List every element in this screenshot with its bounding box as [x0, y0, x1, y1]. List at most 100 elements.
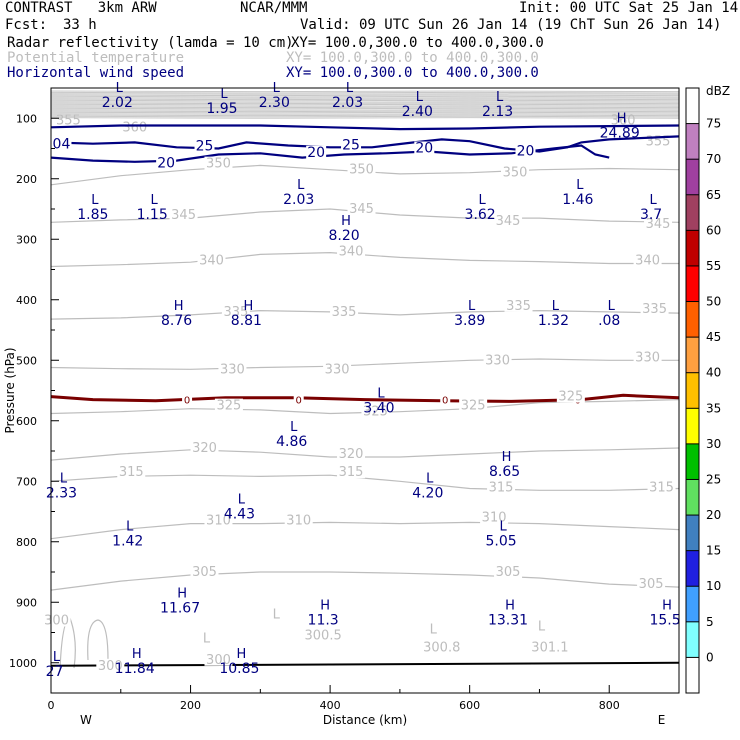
extrema-L: L — [60, 471, 68, 486]
colorbar-swatch — [686, 265, 699, 302]
extrema-value: 24.89 — [600, 125, 640, 141]
colorbar-label: 5 — [706, 615, 714, 629]
theta-band-line — [50, 117, 680, 119]
colorbar-label: 15 — [706, 544, 721, 558]
theta-label: 330 — [325, 362, 350, 377]
theta-label-bg — [218, 362, 247, 376]
extrema-value: .08 — [598, 313, 620, 329]
surface-contour — [50, 661, 680, 667]
x-axis-label: Distance (km) — [323, 713, 407, 727]
theta-label: 315 — [489, 480, 514, 495]
extrema-L: L — [346, 81, 354, 96]
extrema-L: L — [608, 299, 616, 314]
colorbar-swatch — [686, 337, 699, 373]
wind-contour-label: 20 — [415, 141, 433, 157]
theta-label: 335 — [223, 305, 248, 320]
wind-contour-label: 20 — [517, 144, 535, 160]
extrema-H: H — [505, 598, 515, 613]
extrema-value: 8.76 — [161, 313, 192, 329]
extrema-value: 13.31 — [488, 612, 528, 628]
x-tick-label: 0 — [48, 699, 55, 712]
colorbar-label: 70 — [706, 152, 721, 166]
theta-band-label: 355 — [56, 113, 81, 128]
theta-label-bg — [633, 253, 662, 267]
theta-label-bg — [427, 640, 456, 654]
colorbar-swatch — [686, 408, 699, 444]
theta-label: 325 — [363, 405, 388, 420]
extrema-value: 1.32 — [538, 313, 569, 329]
colorbar-frame — [685, 87, 700, 694]
extrema-L: L — [538, 620, 546, 635]
theta-label-bg — [633, 350, 662, 364]
wind-label-bg — [156, 156, 177, 170]
extrema-L: L — [220, 87, 228, 102]
theta-band-line — [50, 110, 680, 113]
theta-label-bg — [330, 304, 359, 318]
colorbar-swatch — [686, 301, 699, 338]
colorbar-swatch — [686, 159, 699, 195]
theta-label: 305 — [192, 565, 217, 580]
contour-labels: 350 350 350 345 345 345 345 340 340 340 335 335 335 3… — [42, 136, 676, 674]
wind-contour-label: 20 — [157, 156, 175, 172]
theta-band-label: 360 — [122, 121, 147, 136]
theta-band-line — [50, 109, 680, 111]
init-time: Init: 00 UTC Sat 25 Jan 14 — [519, 0, 739, 16]
extrema-H: H — [662, 598, 672, 613]
theta-band-line — [50, 103, 680, 106]
theta-label: 345 — [171, 208, 196, 223]
west-label: W — [80, 713, 92, 727]
theta-label: 310 — [206, 514, 231, 529]
extrema-value: 3.89 — [454, 313, 485, 329]
theta-label-bg — [347, 162, 376, 176]
theta-label-bg — [483, 353, 512, 367]
theta-label: 335 — [506, 299, 531, 314]
theta-label-bg — [640, 301, 669, 315]
y-tick-label: 800 — [16, 536, 37, 549]
theta-label-bg — [337, 244, 366, 258]
extrema-L: L — [273, 607, 281, 622]
extrema-value: 1.95 — [206, 101, 237, 117]
theta-band-line — [50, 93, 680, 95]
theta-label-bg — [637, 577, 666, 591]
extrema-H: H — [320, 598, 330, 613]
extrema-H: H — [174, 299, 184, 314]
x-tick-label: 200 — [180, 699, 201, 712]
theta-band-label: 360 — [611, 113, 636, 128]
extrema-L: L — [377, 387, 385, 402]
theta-label: 325 — [558, 390, 583, 405]
model-title: CONTRAST 3km ARW — [5, 0, 157, 16]
theta-band-line — [50, 97, 680, 99]
extrema-value: 2.40 — [402, 104, 433, 120]
colorbar-label: 30 — [706, 437, 721, 451]
freezing-label-bg — [182, 393, 193, 405]
wind-label-bg — [51, 137, 72, 151]
theta-label-bg — [190, 441, 219, 454]
theta-label: 335 — [332, 305, 357, 320]
extrema-value: 1.46 — [562, 192, 593, 208]
theta-band-line — [50, 94, 680, 97]
theta-band-line — [50, 98, 680, 101]
theta-label-bg — [361, 404, 390, 418]
colorbar-swatch — [686, 230, 699, 266]
wind-contour-label: 25 — [196, 139, 214, 155]
colorbar-label: 50 — [706, 295, 721, 309]
extrema-L: L — [273, 81, 281, 96]
extrema-value: 3.40 — [363, 401, 394, 417]
extrema-value: 2.02 — [102, 95, 133, 111]
theta-label-bg — [204, 156, 233, 170]
y-tick-label: 700 — [16, 475, 37, 488]
colorbar-label: 10 — [706, 579, 721, 593]
theta-contour — [50, 358, 679, 370]
theta-label: 300 — [98, 659, 123, 674]
extrema-H: H — [177, 586, 187, 601]
extrema-L: L — [649, 193, 657, 208]
extrema-L: L — [91, 193, 99, 208]
freezing-label: 0 — [442, 396, 448, 407]
colorbar-label: 25 — [706, 472, 721, 486]
theta-label: 330 — [635, 350, 660, 365]
colorbar-unit: dBZ — [706, 84, 730, 98]
colorbar-swatch — [686, 550, 699, 587]
